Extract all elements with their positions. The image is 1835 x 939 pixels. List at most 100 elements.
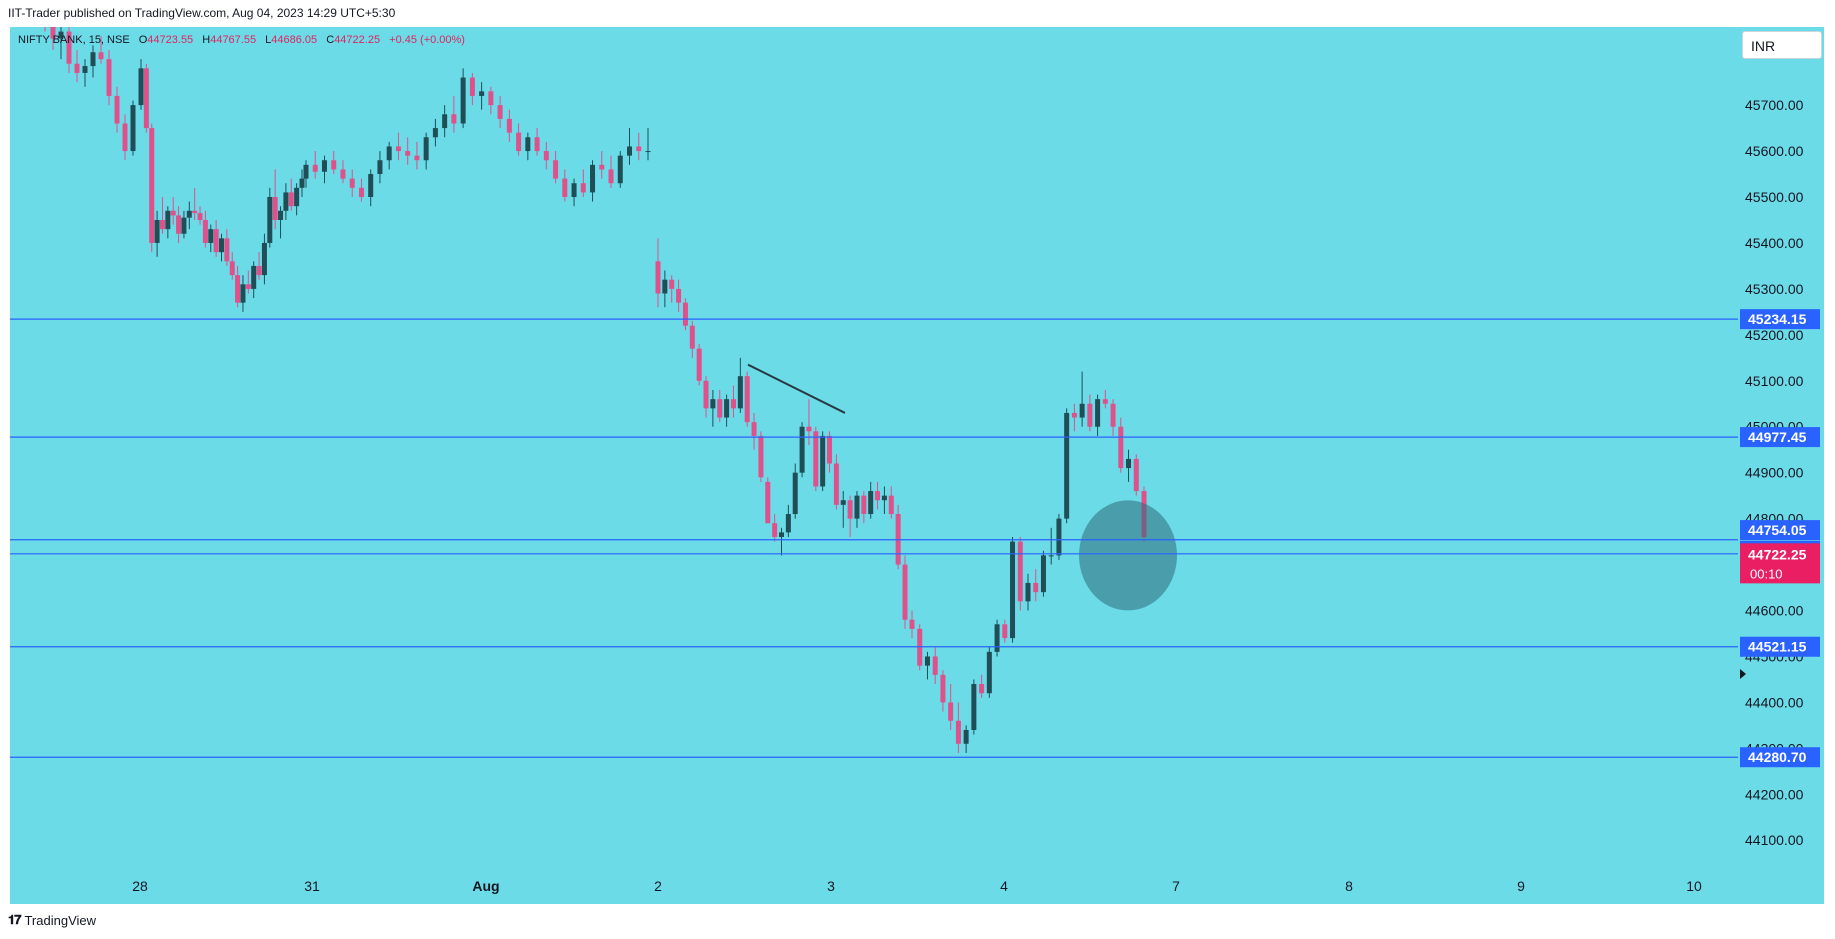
- y-tick-label: 44400.00: [1745, 694, 1804, 710]
- candle-body: [50, 27, 56, 39]
- candle-body: [676, 288, 682, 303]
- candle-body: [261, 242, 267, 276]
- y-tick-label: 45500.00: [1745, 189, 1804, 205]
- candle-body: [662, 279, 668, 294]
- candle-body: [74, 63, 80, 73]
- candle-body: [240, 284, 246, 303]
- candle-body: [321, 160, 327, 172]
- candles-group: [0, 0, 1177, 753]
- candle-body: [414, 155, 420, 161]
- candle-body: [358, 187, 364, 197]
- candle-body: [689, 325, 695, 349]
- candle-body: [245, 284, 251, 289]
- candle-body: [451, 114, 457, 124]
- candle-body: [924, 656, 930, 666]
- candle-body: [813, 431, 819, 487]
- candle-body: [423, 137, 429, 161]
- candle-body: [827, 435, 833, 464]
- x-tick-label: 8: [1345, 878, 1353, 894]
- candle-body: [833, 463, 839, 505]
- candle-body: [562, 178, 568, 197]
- level-price-badge-bg: [1740, 747, 1820, 768]
- legend-change: +0.45 (+0.00%): [389, 34, 465, 46]
- published-text: IIT-Trader published on TradingView.com,…: [8, 6, 396, 20]
- candle-body: [979, 684, 985, 694]
- level-price-badge-bg: [1740, 636, 1820, 657]
- candle-body: [1017, 541, 1023, 602]
- x-tick-label: 10: [1686, 878, 1702, 894]
- candle-body: [90, 52, 96, 67]
- candle-body: [854, 495, 860, 519]
- candle-body: [617, 155, 623, 184]
- candle-body: [948, 702, 954, 721]
- candle-body: [138, 68, 144, 106]
- candle-body: [197, 213, 203, 220]
- y-tick-label: 45700.00: [1745, 97, 1804, 113]
- legend-low-label: L: [265, 34, 272, 46]
- candle-body: [881, 495, 887, 501]
- candle-body: [1133, 458, 1139, 492]
- level-price-badge-bg: [1740, 309, 1820, 330]
- candle-body: [940, 674, 946, 703]
- candle-body: [114, 95, 120, 124]
- candle-body: [785, 514, 791, 533]
- candle-body: [1025, 582, 1031, 602]
- candle-body: [932, 656, 938, 675]
- candle-body: [971, 684, 977, 730]
- candle-body: [737, 376, 743, 409]
- candle-body: [165, 210, 171, 230]
- symbol-legend: NIFTY BANK, 15, NSE O44723.55 H44767.55 …: [18, 34, 465, 46]
- candle-body: [272, 197, 278, 220]
- candle-body: [703, 380, 709, 409]
- candle-body: [176, 215, 182, 234]
- y-tick-label: 45100.00: [1745, 373, 1804, 389]
- candle-body: [1056, 518, 1062, 556]
- candle-body: [868, 491, 874, 515]
- candle-body: [840, 500, 846, 505]
- tradingview-footer[interactable]: 𝟏𝟕 TradingView: [8, 912, 96, 928]
- scroll-arrow-icon: [1740, 669, 1746, 679]
- legend-open-value: 44723.55: [147, 34, 194, 46]
- candle-body: [553, 160, 559, 179]
- candle-body: [469, 77, 475, 96]
- candle-body: [1126, 458, 1132, 469]
- candle-body: [154, 219, 160, 243]
- candle-body: [208, 229, 214, 243]
- highlight-circle: [1079, 500, 1177, 611]
- publisher-bar: IIT-Trader published on TradingView.com,…: [0, 0, 1835, 26]
- candle-body: [724, 399, 730, 418]
- candle-body: [395, 146, 401, 152]
- candle-body: [181, 217, 187, 234]
- last-price-badge-bg: [1740, 543, 1820, 584]
- candle-body: [159, 219, 165, 230]
- candle-body: [779, 532, 784, 537]
- x-tick-label: 28: [132, 878, 148, 894]
- trendline: [747, 363, 846, 414]
- x-tick-label: 3: [827, 878, 835, 894]
- candle-body: [1064, 412, 1070, 519]
- candle-body: [655, 261, 661, 294]
- x-tick-label: 7: [1172, 878, 1180, 894]
- y-tick-label: 45600.00: [1745, 143, 1804, 159]
- candle-body: [488, 91, 494, 106]
- footer-brand: TradingView: [24, 912, 97, 928]
- currency-button[interactable]: INR: [1742, 31, 1822, 59]
- candle-body: [43, 0, 48, 22]
- candle-body: [202, 219, 208, 243]
- candle-body: [792, 472, 798, 515]
- candle-body: [717, 399, 723, 418]
- level-price-badge-bg: [1740, 520, 1820, 541]
- candle-body: [888, 495, 894, 515]
- level-price-badge: 45234.15: [1748, 311, 1807, 327]
- candle-body: [130, 105, 136, 152]
- candle-body: [682, 302, 688, 326]
- candle-body: [765, 481, 771, 524]
- candle-body: [0, 560, 3, 588]
- candle-body: [267, 197, 273, 243]
- candle-body: [405, 151, 411, 156]
- chart-pane[interactable]: [10, 27, 1824, 904]
- candle-body: [730, 399, 736, 409]
- candle-body: [149, 128, 155, 243]
- candle-body: [294, 187, 300, 207]
